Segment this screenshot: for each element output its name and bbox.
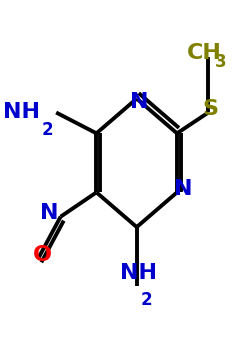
Text: N: N: [40, 203, 58, 223]
Text: 3: 3: [215, 53, 226, 71]
Text: 2: 2: [42, 121, 54, 139]
Text: NH: NH: [120, 262, 158, 283]
Text: N: N: [174, 179, 193, 199]
Text: NH: NH: [4, 103, 40, 122]
Text: 2: 2: [140, 291, 152, 309]
Text: CH: CH: [186, 43, 221, 63]
Text: O: O: [33, 245, 52, 265]
Text: N: N: [130, 92, 148, 112]
Text: S: S: [202, 99, 218, 119]
